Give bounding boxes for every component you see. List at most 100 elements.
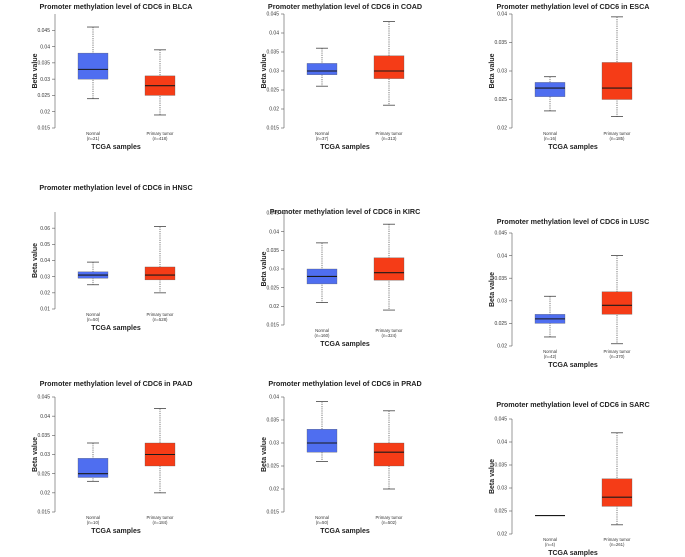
x-axis-title: TCGA samples (548, 362, 598, 369)
y-tick-label: 0.04 (497, 12, 507, 18)
chart-title: Promoter methylation level of CDC6 in KI… (270, 207, 421, 216)
boxplot-svg: Promoter methylation level of CDC6 in HN… (32, 183, 193, 332)
sample-count-label: (n=185) (610, 136, 625, 141)
y-tick-label: 0.025 (266, 285, 279, 291)
y-tick-label: 0.04 (40, 44, 50, 50)
y-tick-label: 0.02 (40, 491, 50, 497)
boxplot-svg: Promoter methylation level of CDC6 in SA… (489, 400, 650, 557)
y-tick-label: 0.025 (494, 97, 507, 103)
category-label: Primary tumor (147, 312, 175, 317)
chart-title: Promoter methylation level of CDC6 in BL… (40, 2, 193, 11)
x-axis-title: TCGA samples (91, 528, 141, 535)
y-tick-label: 0.02 (269, 487, 279, 493)
sample-count-label: (n=324) (382, 333, 397, 338)
boxplot-svg: Promoter methylation level of CDC6 in PA… (32, 379, 193, 535)
boxplot-svg: Promoter methylation level of CDC6 in BL… (32, 2, 193, 151)
iqr-box (601, 478, 633, 507)
normal-box-group (77, 26, 109, 100)
iqr-box (601, 291, 633, 315)
sample-count-label: (n=37) (316, 136, 329, 141)
boxplot-panel: Promoter methylation level of CDC6 in SA… (457, 372, 685, 557)
y-tick-label: 0.03 (497, 69, 507, 75)
tumor-box-group (601, 432, 633, 526)
y-tick-label: 0.04 (40, 414, 50, 420)
y-axis-title: Beta value (32, 53, 39, 88)
y-tick-label: 0.05 (40, 242, 50, 248)
y-tick-label: 0.04 (40, 258, 50, 264)
boxplot-panel: Promoter methylation level of CDC6 in CO… (229, 0, 457, 185)
y-tick-label: 0.02 (497, 126, 507, 132)
y-tick-label: 0.06 (40, 226, 50, 232)
sample-count-label: (n=418) (153, 136, 168, 141)
sample-count-label: (n=184) (153, 520, 168, 525)
chart-title: Promoter methylation level of CDC6 in PR… (268, 379, 421, 388)
category-label: Normal (543, 131, 557, 136)
sample-count-label: (n=370) (610, 354, 625, 359)
y-tick-label: 0.045 (494, 231, 507, 237)
boxplot-panel: Promoter methylation level of CDC6 in BL… (0, 0, 228, 185)
iqr-box (373, 55, 405, 79)
iqr-box (306, 429, 338, 453)
category-label: Normal (315, 131, 329, 136)
sample-count-label: (n=528) (153, 317, 168, 322)
chart-title: Promoter methylation level of CDC6 in PA… (40, 379, 193, 388)
x-axis-title: TCGA samples (91, 144, 141, 151)
y-tick-label: 0.045 (494, 417, 507, 423)
chart-title: Promoter methylation level of CDC6 in ES… (497, 2, 650, 11)
y-tick-label: 0.035 (266, 50, 279, 56)
category-label: Normal (315, 515, 329, 520)
x-axis-title: TCGA samples (548, 550, 598, 557)
boxplot-panel: Promoter methylation level of CDC6 in ES… (457, 0, 685, 185)
y-tick-label: 0.02 (40, 291, 50, 297)
y-tick-label: 0.03 (40, 452, 50, 458)
tumor-box-group (601, 16, 633, 117)
tumor-box-group (144, 226, 176, 294)
boxplot-panel: Promoter methylation level of CDC6 in HN… (0, 183, 228, 371)
y-tick-label: 0.04 (269, 31, 279, 37)
iqr-box (534, 82, 566, 97)
y-tick-label: 0.02 (269, 107, 279, 113)
y-tick-label: 0.045 (266, 12, 279, 18)
category-label: Primary tumor (376, 328, 404, 333)
tumor-box-group (144, 408, 176, 494)
y-tick-label: 0.03 (40, 77, 50, 83)
y-tick-label: 0.035 (266, 248, 279, 254)
sample-count-label: (n=50) (87, 317, 100, 322)
y-tick-label: 0.025 (37, 471, 50, 477)
sample-count-label: (n=313) (382, 136, 397, 141)
category-label: Primary tumor (147, 131, 175, 136)
category-label: Primary tumor (376, 131, 404, 136)
y-axis-title: Beta value (489, 459, 496, 494)
sample-count-label: (n=502) (382, 520, 397, 525)
boxplot-svg: Promoter methylation level of CDC6 in KI… (261, 207, 421, 348)
tumor-box-group (601, 255, 633, 345)
y-tick-label: 0.035 (37, 433, 50, 439)
y-tick-label: 0.02 (40, 109, 50, 115)
y-tick-label: 0.02 (497, 344, 507, 350)
iqr-box (373, 257, 405, 281)
boxplot-svg: Promoter methylation level of CDC6 in CO… (261, 2, 422, 151)
y-tick-label: 0.015 (37, 510, 50, 516)
category-label: Normal (86, 131, 100, 136)
tumor-box-group (373, 223, 405, 311)
sample-count-label: (n=50) (316, 520, 329, 525)
y-tick-label: 0.015 (37, 126, 50, 132)
category-label: Primary tumor (376, 515, 404, 520)
x-axis-title: TCGA samples (548, 144, 598, 151)
y-tick-label: 0.03 (497, 299, 507, 305)
normal-box-group (534, 295, 566, 338)
category-label: Normal (543, 537, 557, 542)
x-axis-title: TCGA samples (320, 528, 370, 535)
normal-box-group (77, 442, 109, 482)
boxplot-panel: Promoter methylation level of CDC6 in KI… (229, 186, 457, 371)
y-tick-label: 0.03 (269, 441, 279, 447)
y-axis-title: Beta value (489, 272, 496, 307)
y-tick-label: 0.045 (37, 395, 50, 401)
y-tick-label: 0.015 (266, 510, 279, 516)
iqr-box (373, 442, 405, 467)
y-tick-label: 0.02 (269, 304, 279, 310)
y-tick-label: 0.03 (269, 267, 279, 273)
category-label: Primary tumor (604, 537, 632, 542)
y-tick-label: 0.02 (497, 532, 507, 538)
